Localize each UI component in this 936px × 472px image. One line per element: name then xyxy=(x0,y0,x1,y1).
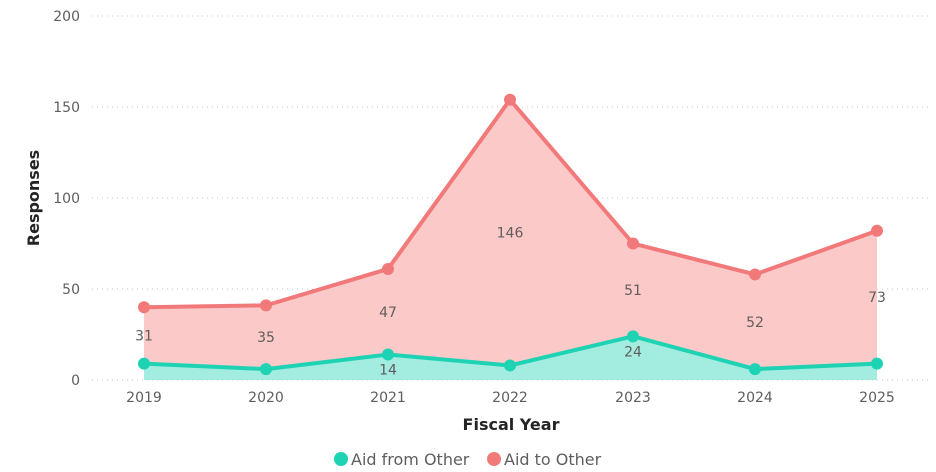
legend-label: Aid from Other xyxy=(351,450,470,469)
point-aid-from-other xyxy=(749,363,761,376)
data-label-aid-from-other: 14 xyxy=(379,363,397,379)
data-label-aid-to-other: 31 xyxy=(135,328,153,344)
x-tick-label: 2025 xyxy=(859,390,895,406)
y-tick-label: 0 xyxy=(71,373,80,389)
point-aid-to-other xyxy=(504,93,516,106)
data-label-aid-to-other: 52 xyxy=(746,315,764,331)
y-axis-title: Responses xyxy=(24,150,43,246)
point-aid-from-other xyxy=(871,357,883,370)
point-aid-from-other xyxy=(627,330,639,343)
legend-label: Aid to Other xyxy=(504,450,602,469)
y-tick-label: 100 xyxy=(53,191,80,207)
series-points xyxy=(138,93,883,376)
point-aid-from-other xyxy=(504,359,516,372)
x-tick-label: 2022 xyxy=(492,390,528,406)
point-aid-to-other xyxy=(382,262,394,275)
data-label-aid-to-other: 73 xyxy=(868,290,886,306)
data-labels: 14 24 31 35 47 146 51 52 73 xyxy=(135,226,886,379)
legend: Aid from Other Aid to Other xyxy=(334,450,602,469)
data-label-aid-to-other: 146 xyxy=(497,226,524,242)
legend-item-aid-to-other: Aid to Other xyxy=(487,450,602,469)
point-aid-from-other xyxy=(260,363,272,376)
y-tick-label: 200 xyxy=(53,9,80,25)
x-axis-title: Fiscal Year xyxy=(463,415,560,434)
x-tick-label: 2024 xyxy=(737,390,773,406)
y-tick-label: 50 xyxy=(62,282,80,298)
x-tick-label: 2019 xyxy=(126,390,162,406)
area-aid-from-other xyxy=(144,336,877,380)
legend-marker xyxy=(334,452,348,466)
legend-marker xyxy=(487,452,501,466)
data-label-aid-to-other: 51 xyxy=(624,283,642,299)
point-aid-to-other xyxy=(871,224,883,237)
x-axis-ticks: 2019 2020 2021 2022 2023 2024 2025 xyxy=(126,390,895,406)
x-tick-label: 2021 xyxy=(370,390,406,406)
point-aid-from-other xyxy=(382,348,394,361)
point-aid-to-other xyxy=(749,268,761,281)
x-tick-label: 2023 xyxy=(615,390,651,406)
point-aid-from-other xyxy=(138,357,150,370)
data-label-aid-to-other: 47 xyxy=(379,305,397,321)
x-tick-label: 2020 xyxy=(248,390,284,406)
area-aid-to-other xyxy=(144,99,877,370)
point-aid-to-other xyxy=(138,301,150,314)
point-aid-to-other xyxy=(260,299,272,312)
point-aid-to-other xyxy=(627,237,639,250)
y-tick-label: 150 xyxy=(53,100,80,116)
data-label-aid-from-other: 24 xyxy=(624,344,642,360)
data-label-aid-to-other: 35 xyxy=(257,330,275,346)
legend-item-aid-from-other: Aid from Other xyxy=(334,450,470,469)
y-axis-ticks: 0 50 100 150 200 xyxy=(53,9,80,389)
series-areas xyxy=(144,99,877,380)
